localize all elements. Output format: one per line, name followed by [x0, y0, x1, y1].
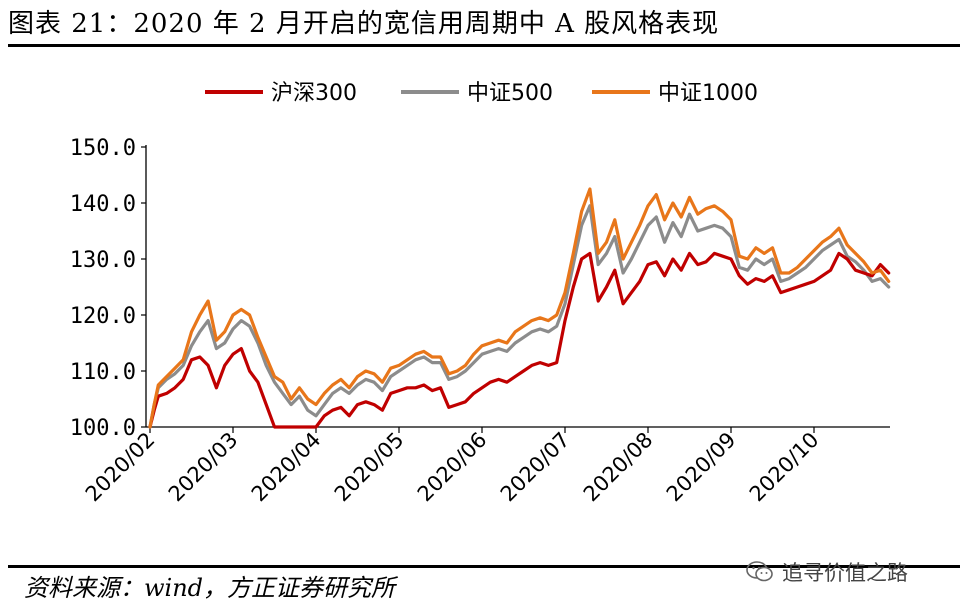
source-note: 资料来源：wind，方正证券研究所	[24, 574, 396, 602]
series-line-2	[148, 187, 891, 429]
bottom-rule	[8, 565, 960, 568]
x-tick-label: 2020/09	[662, 428, 741, 507]
y-tick-label: 140.0	[70, 192, 136, 217]
y-tick-label: 130.0	[70, 248, 136, 273]
series-line-0	[148, 251, 891, 429]
chart-title: 图表 21：2020 年 2 月开启的宽信用周期中 A 股风格表现	[8, 9, 720, 39]
watermark-text: 追寻价值之路	[782, 561, 908, 585]
legend-label-1: 中证500	[467, 81, 553, 106]
series-line-1	[148, 204, 891, 429]
chart-legend: 沪深300 中证500 中证1000	[205, 81, 758, 106]
x-tick-label: 2020/03	[164, 428, 243, 507]
y-tick-label: 100.0	[70, 416, 136, 441]
x-tick-label: 2020/08	[579, 428, 658, 507]
y-tick-label: 110.0	[70, 360, 136, 385]
x-tick-label: 2020/06	[413, 428, 492, 507]
y-tick-label: 120.0	[70, 304, 136, 329]
x-tick-label: 2020/10	[745, 428, 824, 507]
legend-label-2: 中证1000	[658, 81, 758, 106]
x-tick-label: 2020/07	[496, 428, 575, 507]
x-tick-label: 2020/04	[247, 428, 326, 507]
watermark: 追寻价值之路	[746, 557, 908, 587]
wechat-icon	[746, 561, 773, 582]
top-rule	[8, 44, 960, 47]
legend-label-0: 沪深300	[271, 81, 357, 106]
y-tick-label: 150.0	[70, 136, 136, 161]
x-tick-label: 2020/05	[330, 428, 409, 507]
chart-series	[148, 187, 891, 429]
